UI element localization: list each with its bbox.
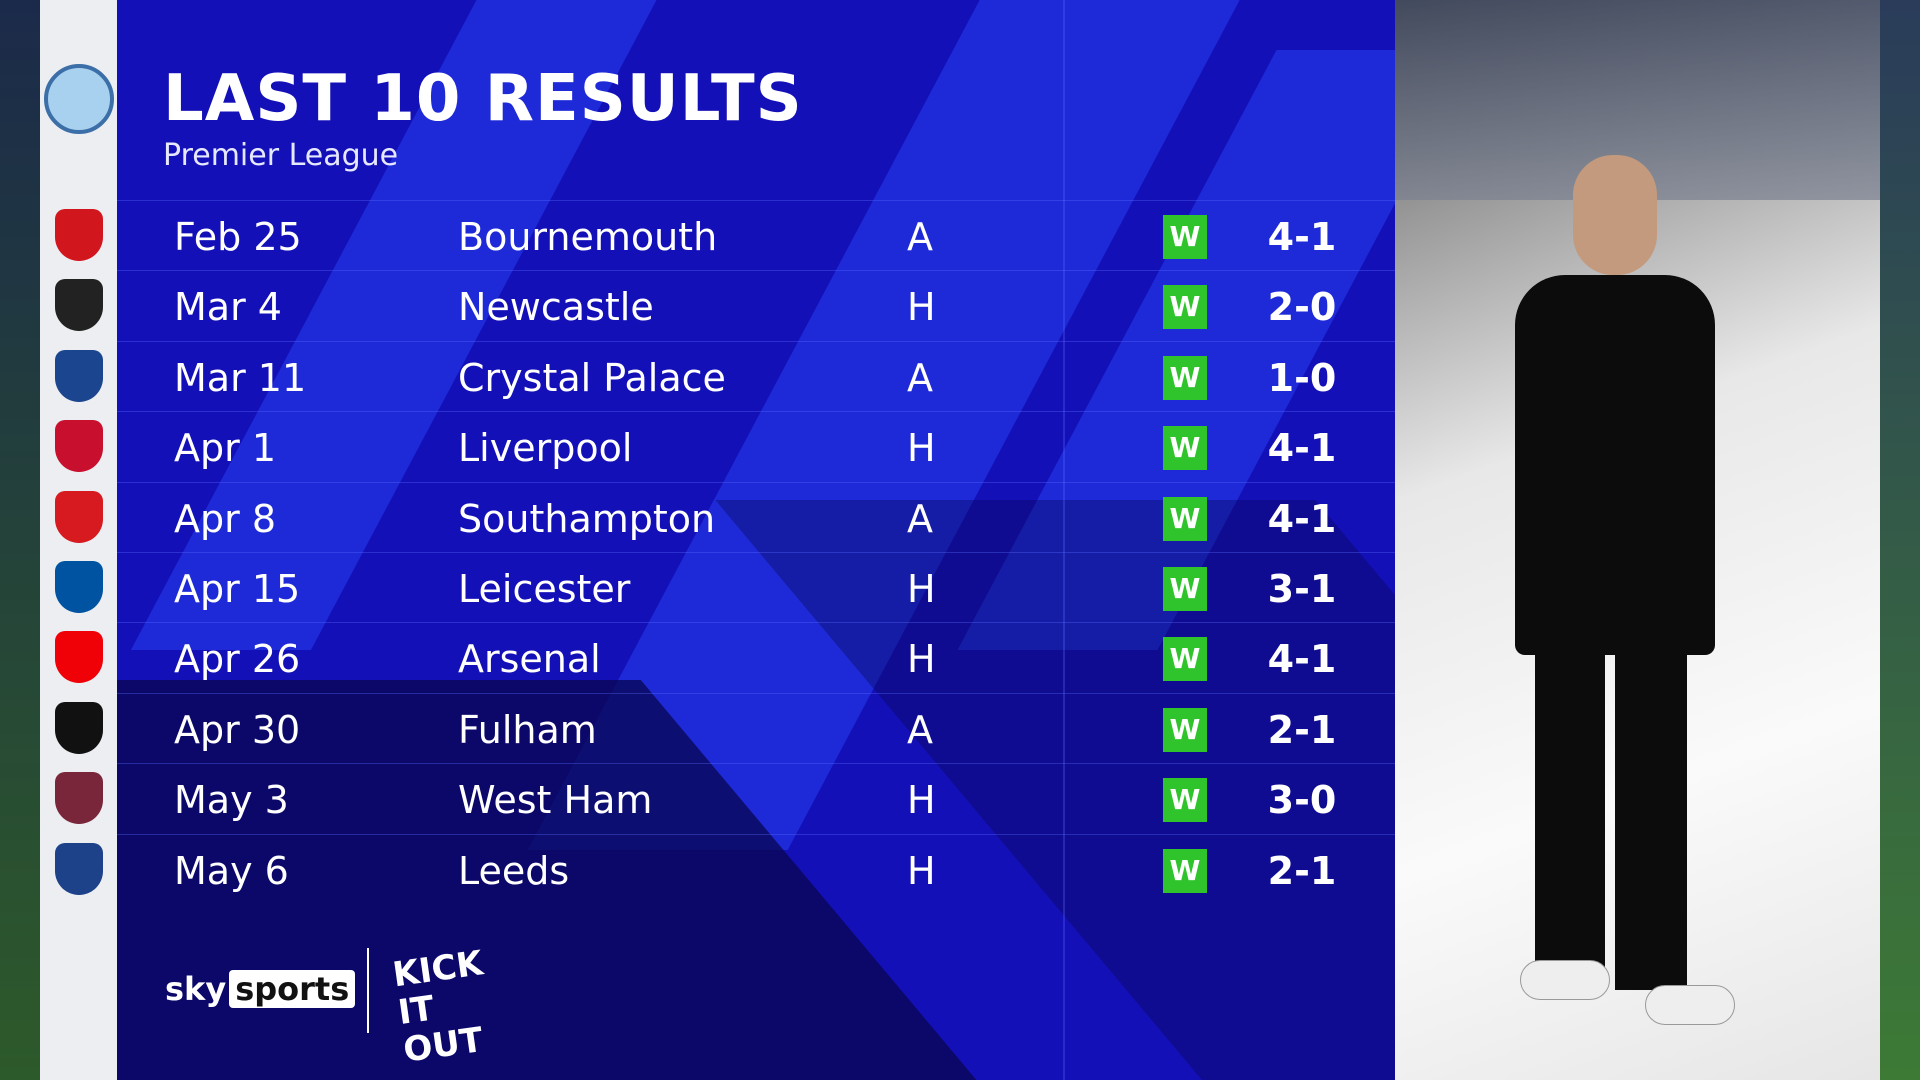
opponent-name: Fulham	[458, 707, 597, 752]
opponent-name: Leeds	[458, 848, 570, 893]
background-stadium-right	[1880, 0, 1920, 1080]
result-badge: W	[1163, 426, 1207, 471]
match-score: 2-0	[1267, 285, 1337, 330]
competition-subtitle: Premier League	[163, 138, 399, 173]
match-date: May 6	[174, 848, 289, 893]
match-score: 3-0	[1267, 778, 1337, 823]
match-date: Mar 4	[174, 285, 282, 330]
result-row: May 3 West Ham H W 3-0	[117, 763, 1395, 833]
kick-it-out-logo: KICK IT OUT	[390, 943, 486, 1071]
match-score: 1-0	[1267, 355, 1337, 400]
result-badge: W	[1163, 637, 1207, 682]
opponent-name: Leicester	[458, 567, 631, 611]
match-score: 3-1	[1267, 567, 1337, 611]
venue: A	[907, 215, 933, 259]
match-date: Apr 15	[174, 567, 301, 611]
result-badge: W	[1163, 707, 1207, 752]
opponent-crest-icon	[55, 561, 103, 613]
match-date: Feb 25	[174, 215, 302, 259]
opponent-name: Arsenal	[458, 637, 601, 682]
venue: A	[907, 355, 933, 400]
venue: H	[907, 637, 936, 682]
manchester-city-crest-icon	[44, 64, 114, 134]
result-row: Apr 30 Fulham A W 2-1	[117, 692, 1395, 763]
opponent-crest-icon	[55, 420, 103, 473]
venue: H	[907, 848, 936, 893]
match-date: Apr 1	[174, 426, 276, 471]
match-date: May 3	[174, 778, 289, 823]
venue: H	[907, 778, 936, 823]
opponent-name: Liverpool	[458, 426, 633, 471]
match-score: 4-1	[1267, 215, 1337, 259]
venue: H	[907, 426, 936, 471]
result-row: Mar 4 Newcastle H W 2-0	[117, 270, 1395, 340]
result-row: Apr 1 Liverpool H W 4-1	[117, 411, 1395, 481]
manager-photo	[1395, 0, 1880, 1080]
opponent-name: West Ham	[458, 778, 653, 823]
result-badge: W	[1163, 496, 1207, 541]
opponent-name: Newcastle	[458, 285, 654, 330]
venue: A	[907, 707, 933, 752]
opponent-crest-icon	[55, 842, 103, 895]
page-title: LAST 10 RESULTS	[163, 62, 803, 136]
result-badge: W	[1163, 848, 1207, 893]
result-badge: W	[1163, 355, 1207, 400]
result-badge: W	[1163, 567, 1207, 611]
background-stadium-left	[0, 0, 40, 1080]
venue: H	[907, 285, 936, 330]
opponent-crest-icon	[55, 490, 103, 543]
opponent-crest-icon	[55, 209, 103, 261]
result-badge: W	[1163, 778, 1207, 823]
result-row: Feb 25 Bournemouth A W 4-1	[117, 200, 1395, 270]
venue: H	[907, 567, 936, 611]
result-badge: W	[1163, 285, 1207, 330]
opponent-crest-icon	[55, 631, 103, 684]
match-date: Apr 8	[174, 496, 276, 541]
opponent-crest-icon	[55, 349, 103, 402]
opponent-name: Bournemouth	[458, 215, 718, 259]
footer-divider	[367, 948, 369, 1033]
match-score: 2-1	[1267, 848, 1337, 893]
match-score: 4-1	[1267, 496, 1337, 541]
match-date: Mar 11	[174, 355, 307, 400]
opponent-crest-icon	[55, 701, 103, 754]
opponent-crest-icon	[55, 279, 103, 332]
opponent-crest-icon	[55, 772, 103, 825]
match-date: Apr 30	[174, 707, 301, 752]
sky-sports-logo: sky sports	[165, 970, 356, 1008]
opponent-name: Crystal Palace	[458, 355, 726, 400]
venue: A	[907, 496, 933, 541]
match-score: 4-1	[1267, 426, 1337, 471]
result-row: Mar 11 Crystal Palace A W 1-0	[117, 340, 1395, 411]
result-badge: W	[1163, 215, 1207, 259]
result-row: Apr 8 Southampton A W 4-1	[117, 481, 1395, 552]
opponent-name: Southampton	[458, 496, 716, 541]
match-date: Apr 26	[174, 637, 301, 682]
result-row: May 6 Leeds H W 2-1	[117, 833, 1395, 904]
match-score: 4-1	[1267, 637, 1337, 682]
result-row: Apr 15 Leicester H W 3-1	[117, 552, 1395, 622]
result-row: Apr 26 Arsenal H W 4-1	[117, 622, 1395, 692]
match-score: 2-1	[1267, 707, 1337, 752]
